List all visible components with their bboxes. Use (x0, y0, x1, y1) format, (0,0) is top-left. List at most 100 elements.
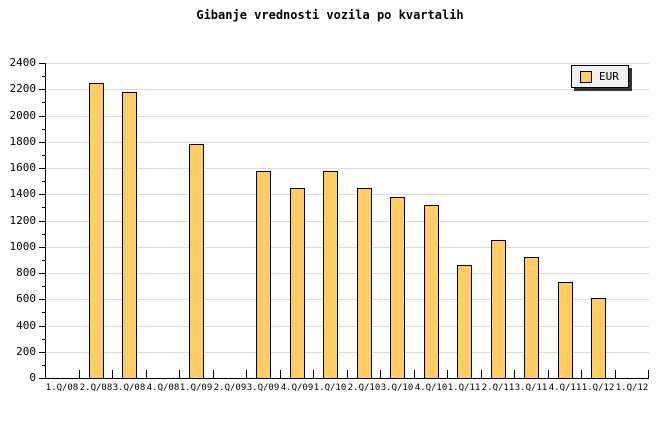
x-axis-label: 4.Q/09 (280, 383, 314, 393)
x-axis-label: 2.Q/08 (79, 383, 113, 393)
x-axis-tick (581, 370, 582, 378)
bar (390, 197, 405, 378)
y-minor-tick (42, 365, 45, 366)
y-minor-tick (42, 155, 45, 156)
y-major-tick (39, 352, 45, 353)
y-major-tick (39, 116, 45, 117)
y-axis-label: 2200 (9, 82, 37, 95)
bar (89, 83, 104, 378)
y-major-tick (39, 194, 45, 195)
x-axis-label: 4.Q/11 (548, 383, 582, 393)
y-major-tick (39, 378, 45, 379)
bar (424, 205, 439, 378)
x-axis-label: 1.Q/12 (581, 383, 615, 393)
gridline (46, 352, 649, 353)
y-axis-label: 1400 (9, 187, 37, 200)
x-axis-tick (447, 370, 448, 378)
y-major-tick (39, 89, 45, 90)
y-minor-tick (42, 234, 45, 235)
x-axis-label: 3.Q/10 (380, 383, 414, 393)
gridline (46, 299, 649, 300)
bar (591, 298, 606, 378)
plot-area (45, 63, 649, 379)
gridline (46, 168, 649, 169)
x-axis-tick (79, 370, 80, 378)
x-axis-tick (648, 370, 649, 378)
y-major-tick (39, 142, 45, 143)
legend-swatch-icon (580, 70, 592, 83)
y-axis-label: 2000 (9, 109, 37, 122)
gridline (46, 326, 649, 327)
y-major-tick (39, 63, 45, 64)
x-axis-label: 3.Q/09 (246, 383, 280, 393)
x-axis-tick (548, 370, 549, 378)
gridline (46, 89, 649, 90)
y-axis-label: 200 (16, 345, 36, 358)
x-axis-tick (414, 370, 415, 378)
y-minor-tick (42, 260, 45, 261)
x-axis-tick (179, 370, 180, 378)
x-axis-label: 2.Q/10 (347, 383, 381, 393)
x-axis-label: 1.Q/09 (179, 383, 213, 393)
y-axis-label: 1200 (9, 214, 37, 227)
x-axis-label: 1.Q/10 (313, 383, 347, 393)
gridline (46, 63, 649, 64)
gridline (46, 194, 649, 195)
x-axis-tick (246, 370, 247, 378)
bar (290, 188, 305, 378)
y-minor-tick (42, 286, 45, 287)
bar (491, 240, 506, 378)
x-axis-tick (347, 370, 348, 378)
x-axis-tick (313, 370, 314, 378)
y-minor-tick (42, 312, 45, 313)
x-axis-label: 1.Q/08 (45, 383, 79, 393)
y-axis-label: 1800 (9, 135, 37, 148)
y-minor-tick (42, 129, 45, 130)
y-minor-tick (42, 102, 45, 103)
y-minor-tick (42, 76, 45, 77)
x-axis-label: 3.Q/11 (514, 383, 548, 393)
gridline (46, 273, 649, 274)
x-axis-tick (280, 370, 281, 378)
x-axis-label: 2.Q/09 (213, 383, 247, 393)
y-major-tick (39, 247, 45, 248)
x-axis-tick (481, 370, 482, 378)
bar (189, 144, 204, 378)
bar (122, 92, 137, 378)
y-axis-label: 400 (16, 319, 36, 332)
x-axis-label: 1.Q/12 (615, 383, 649, 393)
bar (558, 282, 573, 378)
x-axis-label: 2.Q/11 (481, 383, 515, 393)
x-axis-label: 4.Q/08 (146, 383, 180, 393)
bar (524, 257, 539, 378)
y-axis-label: 0 (29, 371, 36, 384)
x-axis-label: 4.Q/10 (414, 383, 448, 393)
y-major-tick (39, 299, 45, 300)
legend: EUR (571, 65, 629, 88)
gridline (46, 142, 649, 143)
x-axis-tick (380, 370, 381, 378)
y-major-tick (39, 221, 45, 222)
y-minor-tick (42, 181, 45, 182)
x-axis-label: 1.Q/11 (447, 383, 481, 393)
x-axis-tick (213, 370, 214, 378)
x-axis-tick (514, 370, 515, 378)
y-minor-tick (42, 339, 45, 340)
gridline (46, 247, 649, 248)
bar (256, 171, 271, 378)
y-major-tick (39, 273, 45, 274)
x-axis-label: 3.Q/08 (112, 383, 146, 393)
y-axis-label: 600 (16, 292, 36, 305)
y-axis-label: 1600 (9, 161, 37, 174)
y-axis-label: 1000 (9, 240, 37, 253)
y-axis-label: 800 (16, 266, 36, 279)
gridline (46, 221, 649, 222)
y-major-tick (39, 326, 45, 327)
bar (357, 188, 372, 378)
bar (457, 265, 472, 378)
chart-title: Gibanje vrednosti vozila po kvartalih (196, 8, 464, 22)
y-axis-label: 2400 (9, 56, 37, 69)
bar (323, 171, 338, 378)
y-major-tick (39, 168, 45, 169)
